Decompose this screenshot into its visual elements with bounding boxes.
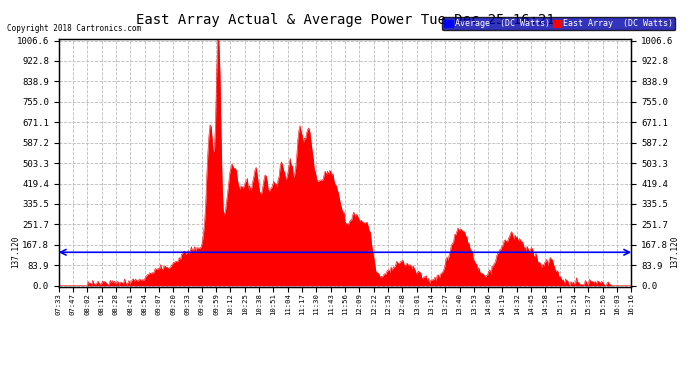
Text: Copyright 2018 Cartronics.com: Copyright 2018 Cartronics.com (7, 24, 141, 33)
Text: 137.120: 137.120 (11, 236, 20, 268)
Legend: Average  (DC Watts), East Array  (DC Watts): Average (DC Watts), East Array (DC Watts… (442, 17, 676, 30)
Text: 137.120: 137.120 (670, 236, 679, 268)
Text: East Array Actual & Average Power Tue Dec 25 16:21: East Array Actual & Average Power Tue De… (136, 13, 554, 27)
